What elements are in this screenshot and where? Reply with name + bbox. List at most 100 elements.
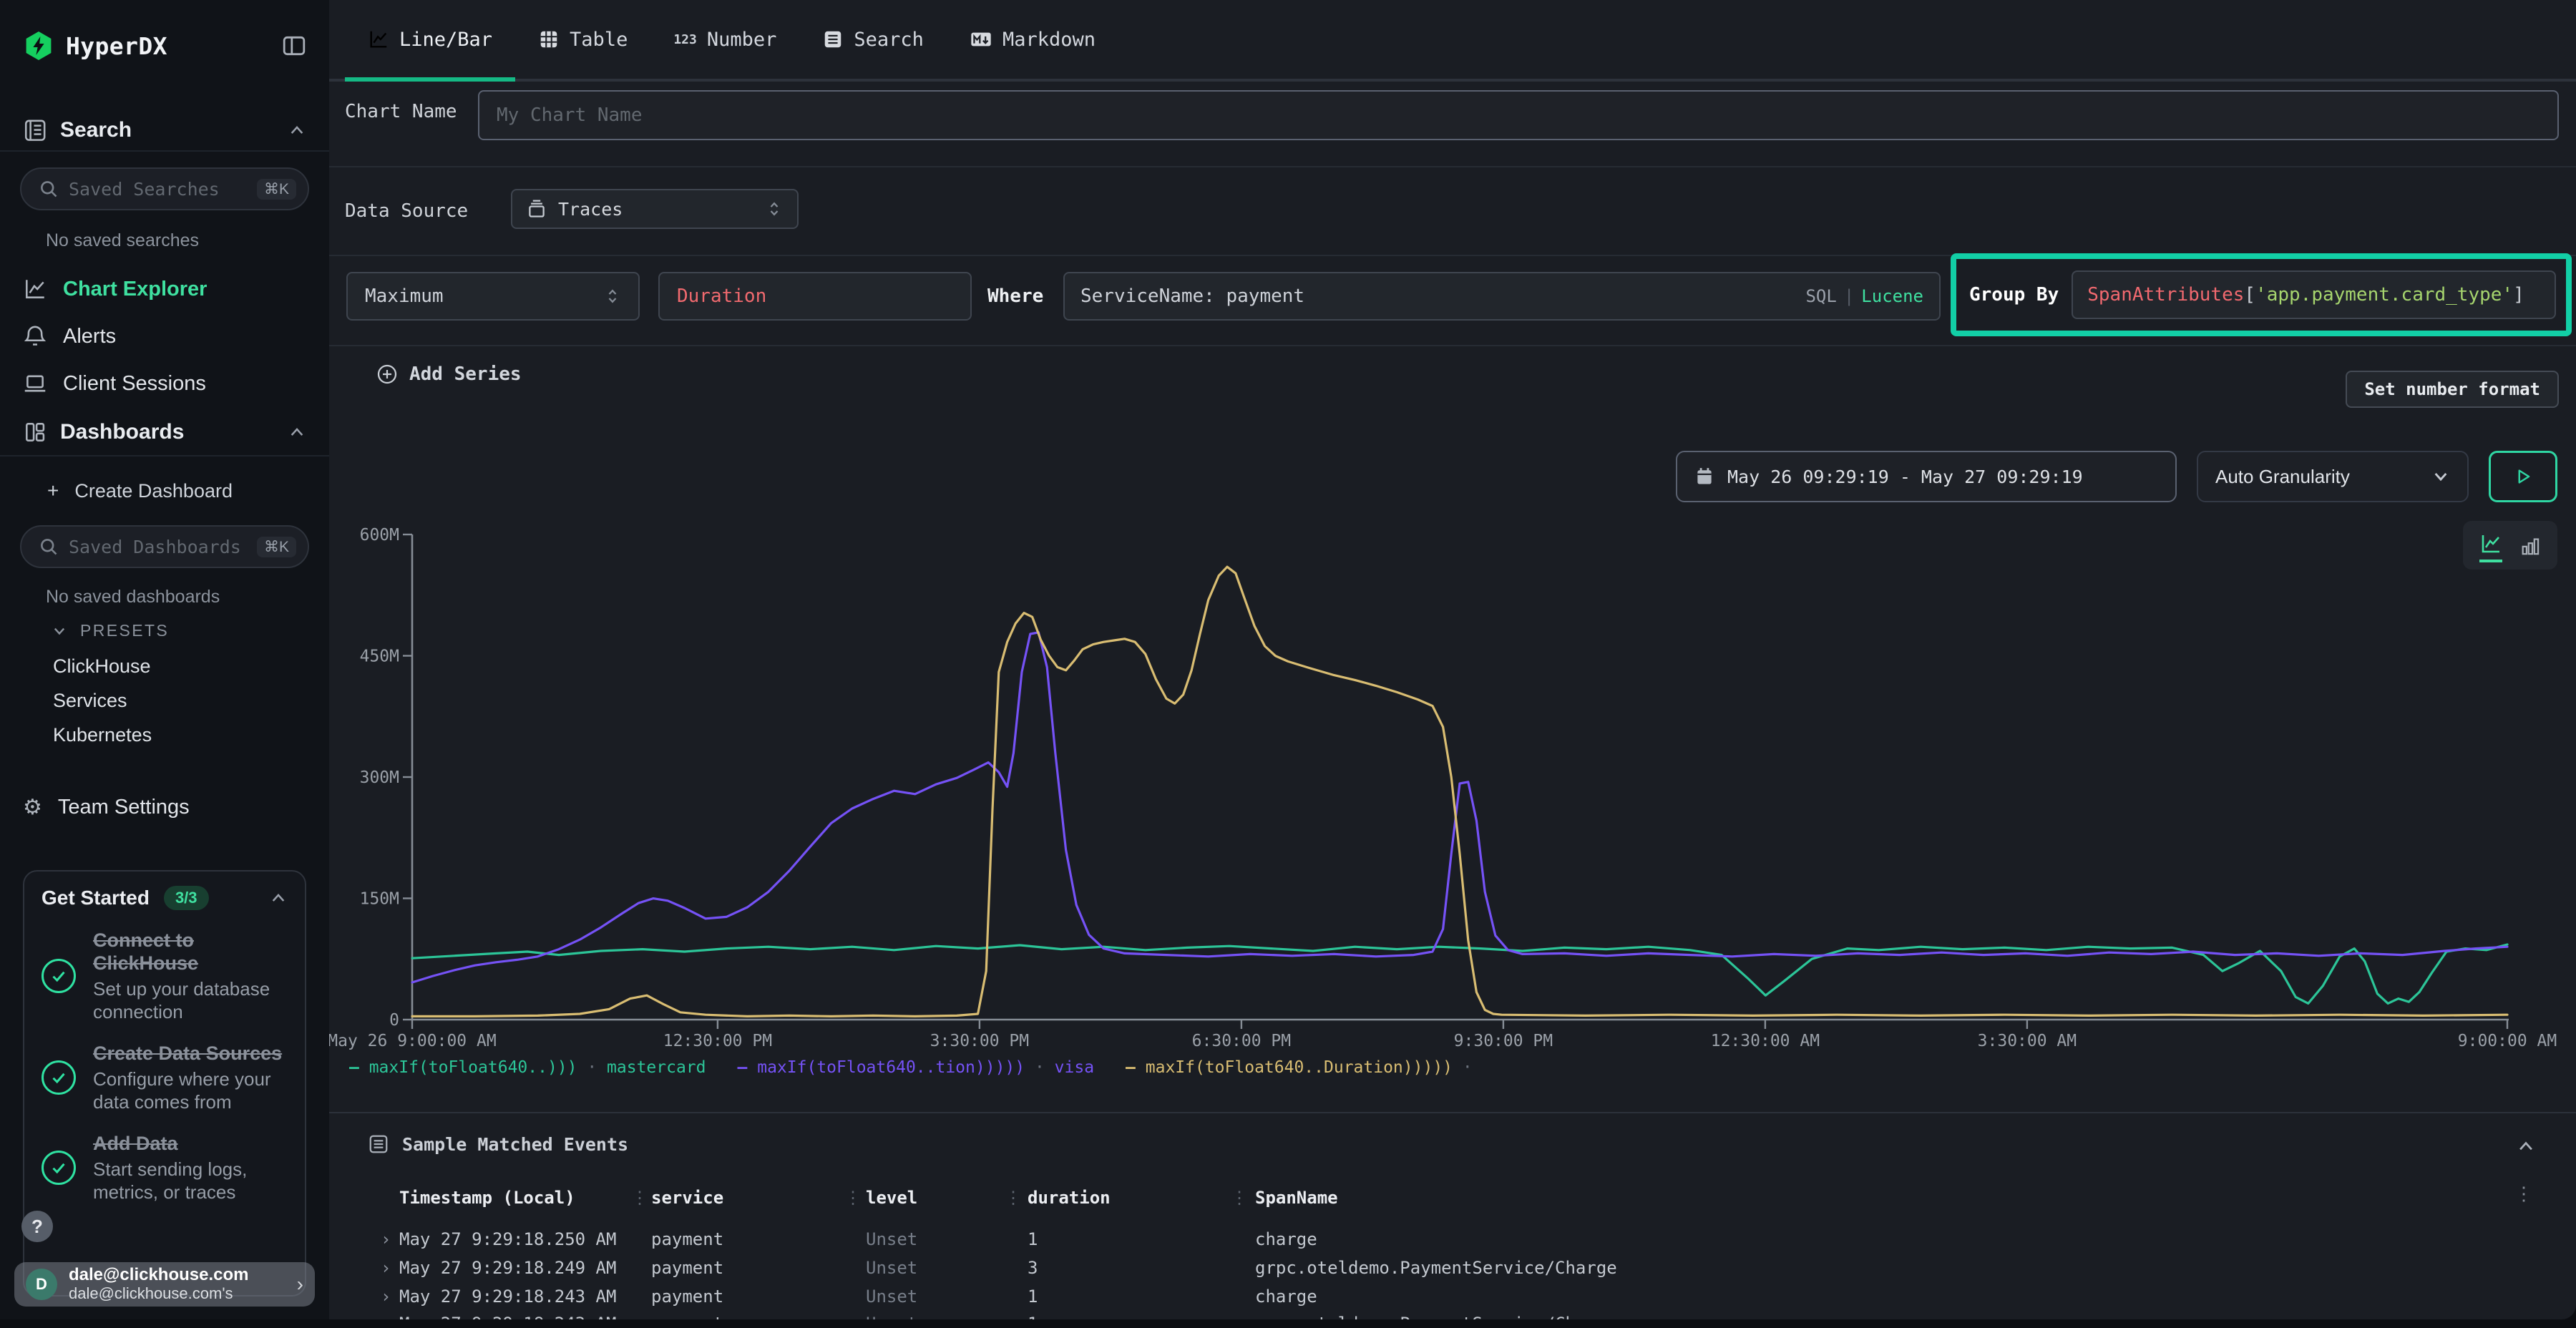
column-header[interactable]: Timestamp (Local) — [399, 1188, 575, 1208]
get-started-header[interactable]: Get Started 3/3 — [42, 886, 288, 910]
column-header[interactable]: service — [651, 1188, 723, 1208]
tab-table[interactable]: Table — [515, 0, 650, 79]
bell-icon — [23, 324, 47, 348]
field-value: Duration — [677, 285, 766, 307]
run-query-button[interactable] — [2489, 451, 2557, 502]
table-row[interactable]: ›May 27 9:29:18.243 AMpaymentUnset1grpc.… — [329, 1314, 2576, 1319]
column-grip-icon[interactable]: ⋮ — [1005, 1188, 1022, 1208]
chevron-up-icon[interactable] — [288, 121, 306, 140]
chevron-up-icon[interactable] — [288, 423, 306, 441]
sql-option[interactable]: SQL — [1805, 286, 1836, 306]
chart-name-input[interactable] — [478, 90, 2559, 140]
lucene-option[interactable]: Lucene — [1861, 286, 1923, 306]
legend-entry[interactable]: — maxIf(toFloat640..))) · mastercard — [349, 1058, 706, 1077]
data-source-select[interactable]: Traces — [511, 189, 799, 229]
sidebar-item-alerts[interactable]: Alerts — [0, 315, 329, 358]
sidebar-section-search[interactable]: Search — [0, 107, 329, 153]
app-title: HyperDX — [66, 32, 167, 60]
tab-number[interactable]: 123Number — [650, 0, 799, 79]
help-button[interactable]: ? — [21, 1211, 53, 1242]
row-expand-icon[interactable]: › — [381, 1286, 391, 1307]
aggregation-select[interactable]: Maximum — [346, 272, 640, 321]
get-started-item[interactable]: Connect to ClickHouseSet up your databas… — [42, 929, 288, 1023]
collapse-panel-icon[interactable] — [2516, 1136, 2536, 1156]
row-expand-icon[interactable]: › — [381, 1314, 391, 1319]
get-started-item[interactable]: Add DataStart sending logs, metrics, or … — [42, 1132, 288, 1204]
svg-text:12:30:00 PM: 12:30:00 PM — [663, 1032, 772, 1050]
table-row[interactable]: ›May 27 9:29:18.250 AMpaymentUnset1charg… — [329, 1229, 2576, 1258]
sample-events-panel: Sample Matched Events ⋮ Timestamp (Local… — [329, 1112, 2576, 1319]
chart-legend[interactable]: — maxIf(toFloat640..))) · mastercard — ma… — [349, 1056, 2562, 1079]
cell: payment — [651, 1314, 723, 1319]
shortcut-badge: ⌘K — [257, 179, 296, 200]
column-header[interactable]: duration — [1028, 1188, 1111, 1208]
add-series-button[interactable]: Add Series — [376, 363, 522, 385]
sidebar-section-label: Search — [60, 118, 132, 142]
chevron-up-icon[interactable] — [269, 889, 288, 907]
timeseries-chart[interactable]: 0150M300M450M600MMay 26 9:00:00 AM12:30:… — [329, 508, 2576, 1059]
cell: Unset — [866, 1286, 917, 1307]
chart-name-row: Chart Name — [345, 83, 2559, 140]
set-number-format-button[interactable]: Set number format — [2346, 371, 2559, 408]
chevron-down-icon — [52, 623, 67, 639]
main-content: Line/BarTable123NumberSearchMarkdown Cha… — [329, 0, 2576, 1319]
sample-events-header[interactable]: Sample Matched Events — [368, 1133, 628, 1155]
cell: May 27 9:29:18.243 AM — [399, 1286, 616, 1307]
column-grip-icon[interactable]: ⋮ — [631, 1188, 648, 1208]
cell: 1 — [1028, 1286, 1038, 1307]
field-input[interactable]: Duration — [658, 272, 972, 321]
tab-line-bar[interactable]: Line/Bar — [345, 0, 515, 79]
sidebar-item-client-sessions[interactable]: Client Sessions — [0, 362, 329, 405]
user-menu[interactable]: D dale@clickhouse.com dale@clickhouse.co… — [14, 1262, 315, 1307]
sidebar-collapse-icon[interactable] — [282, 34, 306, 58]
group-by-label: Group By — [1969, 284, 2059, 306]
row-expand-icon[interactable]: › — [381, 1229, 391, 1249]
granularity-select[interactable]: Auto Granularity — [2197, 451, 2469, 502]
tab-markdown[interactable]: Markdown — [947, 0, 1118, 79]
table-row[interactable]: ›May 27 9:29:18.243 AMpaymentUnset1charg… — [329, 1286, 2576, 1315]
sidebar-item-chart-explorer[interactable]: Chart Explorer — [0, 268, 329, 311]
legend-entry[interactable]: — maxIf(toFloat640..tion))))) · visa — [738, 1058, 1095, 1077]
series-editor-row: Maximum Duration Where ServiceName: paym… — [329, 262, 2576, 333]
sidebar-item-team-settings[interactable]: ⚙ Team Settings — [0, 786, 329, 829]
saved-searches-input[interactable]: Saved Searches ⌘K — [20, 167, 309, 210]
cell: payment — [651, 1286, 723, 1307]
preset-item-services[interactable]: Services — [53, 690, 127, 712]
row-expand-icon[interactable]: › — [381, 1258, 391, 1278]
tab-123-icon: 123 — [673, 32, 697, 47]
sidebar-item-label: Alerts — [63, 325, 116, 348]
check-circle-icon — [42, 959, 76, 993]
cell: Unset — [866, 1314, 917, 1319]
cell: grpc.oteldemo.PaymentService/Charge — [1255, 1314, 1617, 1319]
saved-dashboards-input[interactable]: Saved Dashboards ⌘K — [20, 525, 309, 568]
column-header[interactable]: SpanName — [1255, 1188, 1338, 1208]
table-row[interactable]: ›May 27 9:29:18.249 AMpaymentUnset3grpc.… — [329, 1258, 2576, 1286]
tab-md-icon — [970, 29, 992, 50]
svg-text:12:30:00 AM: 12:30:00 AM — [1711, 1032, 1820, 1050]
date-range-input[interactable]: May 26 09:29:19 - May 27 09:29:19 — [1676, 451, 2177, 502]
tab-line-icon — [368, 29, 389, 50]
preset-item-kubernetes[interactable]: Kubernetes — [53, 724, 152, 746]
preset-item-clickhouse[interactable]: ClickHouse — [53, 655, 151, 678]
create-dashboard-button[interactable]: + Create Dashboard — [0, 472, 329, 509]
list-icon — [368, 1133, 389, 1155]
get-started-title: Get Started — [42, 887, 150, 909]
cell: 1 — [1028, 1229, 1038, 1249]
presets-toggle[interactable]: PRESETS — [52, 621, 169, 640]
tab-search[interactable]: Search — [799, 0, 947, 79]
tab-grid-icon — [538, 29, 560, 50]
legend-entry[interactable]: — maxIf(toFloat640..Duration))))) · — [1126, 1058, 1473, 1077]
column-grip-icon[interactable]: ⋮ — [1231, 1188, 1248, 1208]
calendar-icon — [1694, 467, 1714, 487]
sample-events-title: Sample Matched Events — [402, 1134, 628, 1155]
svg-text:3:30:00 AM: 3:30:00 AM — [1978, 1032, 2077, 1050]
get-started-item[interactable]: Create Data SourcesConfigure where your … — [42, 1042, 288, 1113]
presets-label: PRESETS — [80, 621, 169, 640]
add-series-label: Add Series — [409, 363, 522, 385]
dashboards-icon — [23, 420, 47, 444]
where-input[interactable]: ServiceName: payment SQL|Lucene — [1063, 272, 1941, 321]
sidebar-section-dashboards[interactable]: Dashboards — [0, 409, 329, 455]
column-header[interactable]: level — [866, 1188, 917, 1208]
column-grip-icon[interactable]: ⋮ — [844, 1188, 862, 1208]
group-by-input[interactable]: SpanAttributes['app.payment.card_type'] — [2072, 270, 2556, 319]
